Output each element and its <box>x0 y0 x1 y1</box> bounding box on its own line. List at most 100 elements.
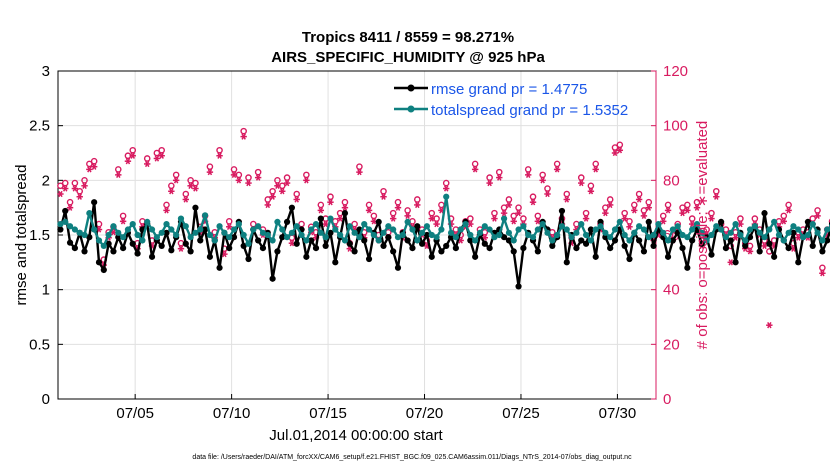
obs-possible-marker <box>413 196 421 203</box>
rmse-point <box>679 245 686 252</box>
totalspread-point <box>433 234 440 241</box>
obs-evaluated-stroke <box>111 229 116 236</box>
rmse-point <box>486 245 493 252</box>
rmse-point <box>510 248 517 255</box>
totalspread-point <box>361 220 368 228</box>
obs-evaluated-stroke <box>183 196 189 203</box>
totalspread-point <box>795 226 802 233</box>
totalspread-point <box>771 218 778 225</box>
obs-evaluated-marker <box>819 270 826 277</box>
obs-possible-marker <box>158 146 165 154</box>
obs-evaluated-stroke <box>767 322 772 329</box>
rmse-point <box>452 245 459 252</box>
obs-evaluated-stroke <box>72 185 78 192</box>
obs-evaluated-stroke <box>458 237 463 244</box>
totalspread-point <box>732 220 739 228</box>
obs-evaluated-marker <box>177 245 185 252</box>
totalspread-point <box>380 229 387 236</box>
rmse-point <box>255 237 262 244</box>
obs-possible-marker <box>438 201 445 209</box>
rmse-point <box>684 264 691 271</box>
obs-evaluated-stroke <box>660 218 666 225</box>
obs-evaluated-marker <box>71 185 79 192</box>
obs-evaluated-marker <box>264 201 271 209</box>
rmse-point <box>771 253 778 260</box>
totalspread-point <box>322 234 329 241</box>
rmse-point <box>520 245 527 252</box>
obs-possible-marker <box>163 201 170 209</box>
totalspread-point <box>356 234 363 241</box>
obs-evaluated-stroke <box>796 234 801 241</box>
obs-evaluated-marker <box>626 223 633 230</box>
obs-evaluated-stroke <box>468 220 473 228</box>
totalspread-point <box>500 215 508 222</box>
obs-evaluated-stroke <box>738 220 743 228</box>
obs-evaluated-stroke <box>583 215 589 222</box>
right-tick-label: 40 <box>663 282 680 299</box>
totalspread-point <box>790 223 797 230</box>
obs-evaluated-marker <box>336 215 344 222</box>
obs-evaluated-stroke <box>236 177 242 184</box>
obs-evaluated-marker <box>496 174 503 181</box>
rmse-point <box>467 237 474 244</box>
x-tick-label: 07/15 <box>309 405 347 422</box>
rmse-point <box>192 204 199 211</box>
totalspread-point <box>57 220 64 228</box>
obs-possible-marker <box>119 212 127 220</box>
totalspread-point <box>554 231 561 239</box>
obs-evaluated-marker <box>57 190 64 198</box>
obs-evaluated-marker <box>124 158 132 165</box>
totalspread-point <box>414 237 421 244</box>
totalspread-point <box>245 240 252 247</box>
obs-evaluated-marker <box>129 152 136 159</box>
obs-evaluated-marker <box>611 149 619 157</box>
obs-evaluated-stroke <box>125 158 131 165</box>
obs-evaluated-stroke <box>318 207 324 214</box>
rmse-point <box>148 253 156 260</box>
totalspread-point <box>467 231 474 239</box>
totalspread-point <box>718 226 725 233</box>
obs-evaluated-stroke <box>733 234 738 241</box>
chart-title-line2: AIRS_SPECIFIC_HUMIDITY @ 925 hPa <box>271 49 545 66</box>
rmse-point <box>795 259 802 266</box>
totalspread-point <box>144 218 151 225</box>
obs-possible-marker <box>751 215 759 222</box>
obs-possible-marker <box>621 209 628 217</box>
totalspread-point <box>679 231 686 239</box>
totalspread-point <box>240 231 247 239</box>
obs-evaluated-stroke <box>366 207 372 214</box>
obs-evaluated-stroke <box>443 185 449 192</box>
obs-evaluated-marker <box>90 163 98 170</box>
obs-evaluated-marker <box>525 171 532 179</box>
right-axis-label: # of obs: o=possible; ∗=evaluated <box>694 121 711 350</box>
obs-possible-marker <box>592 160 600 168</box>
obs-evaluated-stroke <box>217 152 222 159</box>
totalspread-point <box>197 226 204 233</box>
rmse-point <box>423 231 431 239</box>
totalspread-point <box>139 237 146 244</box>
left-tick-label: 0.5 <box>29 336 50 353</box>
obs-possible-marker <box>563 190 571 198</box>
obs-possible-marker <box>394 198 402 206</box>
chart-title-line1: Tropics 8411 / 8559 = 98.271% <box>302 29 514 46</box>
obs-evaluated-stroke <box>632 207 637 214</box>
obs-evaluated-marker <box>443 185 450 192</box>
obs-possible-marker <box>274 177 281 184</box>
x-tick-label: 07/10 <box>213 405 251 422</box>
rmse-point <box>611 237 619 244</box>
rmse-point <box>110 248 117 255</box>
rmse-point <box>279 234 286 241</box>
right-tick-label: 80 <box>663 172 680 189</box>
rmse-point <box>57 226 64 233</box>
rmse-point <box>91 199 98 206</box>
rmse-point <box>761 210 768 217</box>
obs-evaluated-stroke <box>815 212 820 220</box>
obs-evaluated-marker <box>761 242 768 250</box>
rmse-point <box>732 259 739 266</box>
totalspread-point <box>390 226 397 233</box>
obs-possible-marker <box>389 209 397 217</box>
obs-evaluated-marker <box>115 171 122 179</box>
totalspread-point <box>529 234 537 241</box>
obs-evaluated-marker <box>86 166 93 173</box>
